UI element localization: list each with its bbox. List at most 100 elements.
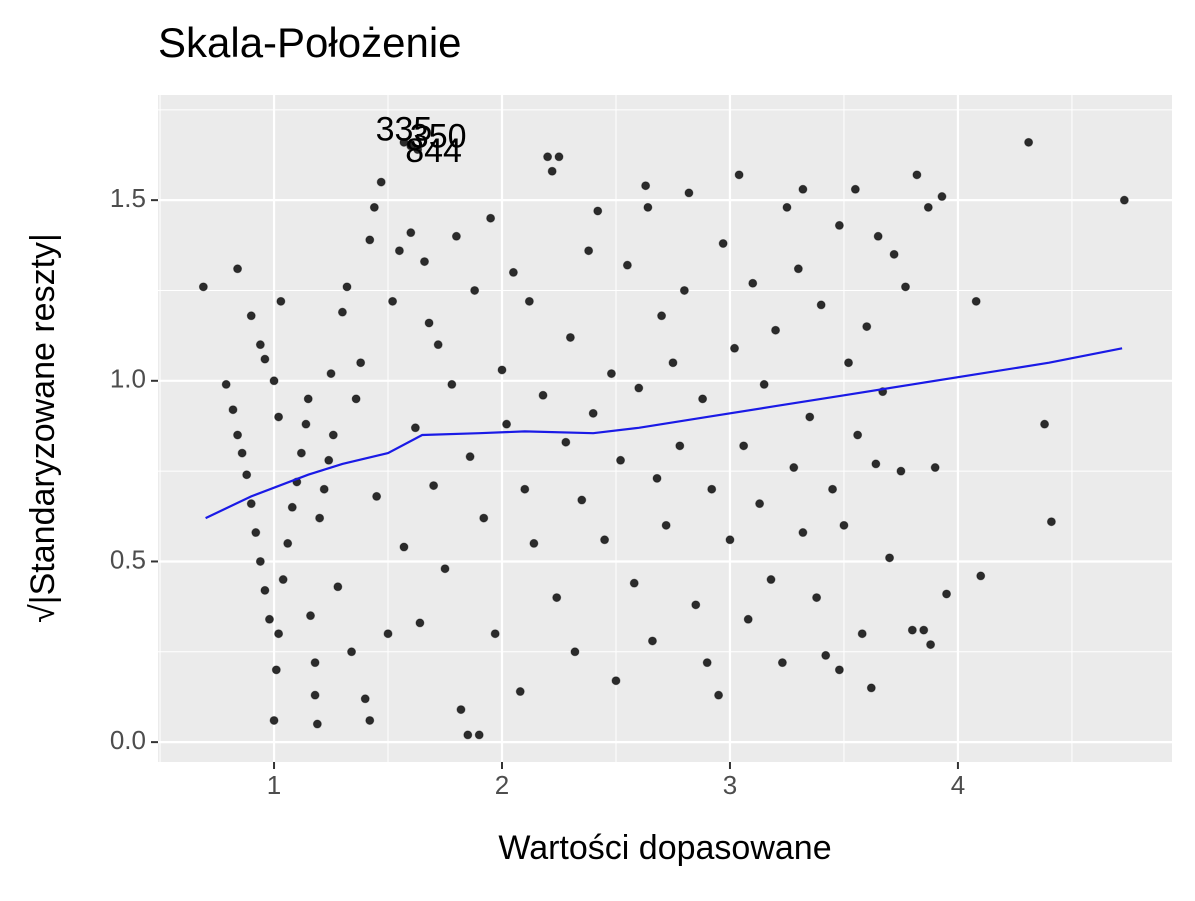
point: [347, 647, 357, 657]
point: [634, 383, 644, 393]
point: [274, 412, 284, 422]
point: [759, 379, 769, 389]
point: [376, 177, 386, 187]
point: [866, 683, 876, 693]
point: [342, 282, 352, 292]
panel: [158, 95, 1172, 762]
point: [577, 495, 587, 505]
point: [923, 202, 933, 212]
point: [242, 470, 252, 480]
x-tick-label: 4: [951, 770, 965, 800]
point: [718, 239, 728, 249]
point: [554, 152, 564, 162]
point: [306, 611, 316, 621]
point: [502, 419, 512, 429]
point: [552, 593, 562, 603]
point: [508, 267, 518, 277]
point: [287, 502, 297, 512]
y-tick-label: 1.0: [110, 364, 146, 394]
point: [419, 257, 429, 267]
point: [793, 264, 803, 274]
point: [337, 307, 347, 317]
point: [274, 629, 284, 639]
point: [622, 260, 632, 270]
point: [661, 520, 671, 530]
point: [647, 636, 657, 646]
point: [844, 358, 854, 368]
point: [691, 600, 701, 610]
point: [919, 625, 929, 635]
point: [743, 614, 753, 624]
point: [652, 473, 662, 483]
point: [675, 441, 685, 451]
point: [734, 170, 744, 180]
point: [246, 499, 256, 509]
point: [479, 513, 489, 523]
point: [543, 152, 553, 162]
point: [486, 213, 496, 223]
point-label: 350: [410, 118, 467, 156]
point: [657, 311, 667, 321]
point: [853, 430, 863, 440]
point: [885, 553, 895, 563]
point: [1046, 517, 1056, 527]
point: [319, 484, 329, 494]
point: [1119, 195, 1129, 205]
point: [547, 166, 557, 176]
point: [221, 379, 231, 389]
y-tick-label: 0.5: [110, 544, 146, 574]
point: [862, 322, 872, 332]
point: [255, 340, 265, 350]
point: [766, 575, 776, 585]
point: [433, 340, 443, 350]
point: [834, 665, 844, 675]
point: [451, 231, 461, 241]
point: [1024, 137, 1034, 147]
point: [561, 437, 571, 447]
point: [440, 564, 450, 574]
point: [588, 408, 598, 418]
point: [312, 719, 322, 729]
point: [406, 141, 416, 151]
point: [233, 430, 243, 440]
point: [565, 332, 575, 342]
point: [237, 448, 247, 458]
point: [643, 202, 653, 212]
point: [976, 571, 986, 581]
point: [611, 676, 621, 686]
point: [971, 296, 981, 306]
point: [429, 481, 439, 491]
point: [707, 484, 717, 494]
point: [351, 394, 361, 404]
point: [328, 430, 338, 440]
point: [260, 354, 270, 364]
point-label: 335: [376, 110, 433, 148]
point: [679, 285, 689, 295]
point: [942, 589, 952, 599]
point: [871, 459, 881, 469]
point: [912, 170, 922, 180]
point: [251, 528, 261, 538]
point: [394, 246, 404, 256]
point: [668, 358, 678, 368]
point: [684, 188, 694, 198]
point: [937, 192, 947, 202]
point: [324, 455, 334, 465]
chart-title: Skala-Położenie: [158, 19, 462, 66]
point: [388, 296, 398, 306]
point: [269, 376, 279, 386]
point: [233, 264, 243, 274]
point: [264, 614, 274, 624]
point: [415, 618, 425, 628]
point: [896, 466, 906, 476]
point: [490, 629, 500, 639]
point: [456, 705, 466, 715]
point: [260, 585, 270, 595]
point: [369, 202, 379, 212]
point: [365, 715, 375, 725]
point: [907, 625, 917, 635]
point: [278, 575, 288, 585]
point: [739, 441, 749, 451]
point: [798, 184, 808, 194]
point: [600, 535, 610, 545]
